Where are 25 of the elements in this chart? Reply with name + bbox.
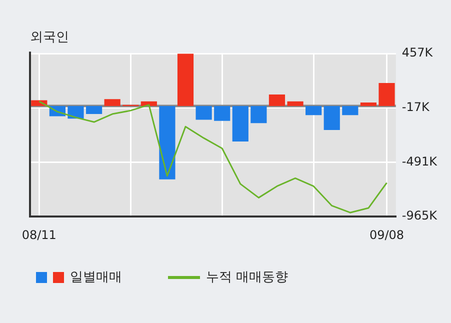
y-tick-label: -965K	[402, 208, 438, 223]
bar	[196, 106, 212, 120]
bar	[177, 54, 194, 106]
bar	[287, 101, 304, 106]
bar	[104, 99, 120, 106]
bar	[86, 106, 102, 114]
bar	[306, 106, 322, 116]
y-tick-label: 457K	[402, 46, 434, 60]
bar	[232, 106, 248, 142]
legend-label: 누적 매매동향	[206, 269, 288, 286]
bar	[378, 83, 395, 106]
x-tick-label: 08/11	[22, 228, 56, 242]
legend-label: 일별매매	[70, 269, 122, 286]
bar	[342, 106, 358, 116]
bar	[68, 106, 84, 119]
x-tick-label: 09/08	[369, 228, 404, 242]
y-tick-label: -17K	[402, 100, 430, 114]
bar	[250, 106, 267, 124]
y-tick-label: -491K	[402, 154, 438, 168]
bar	[214, 106, 230, 121]
bar	[360, 102, 377, 106]
bar	[324, 106, 340, 130]
bar	[268, 94, 286, 106]
bar	[159, 106, 176, 180]
chart-title: 외국인	[30, 30, 69, 46]
